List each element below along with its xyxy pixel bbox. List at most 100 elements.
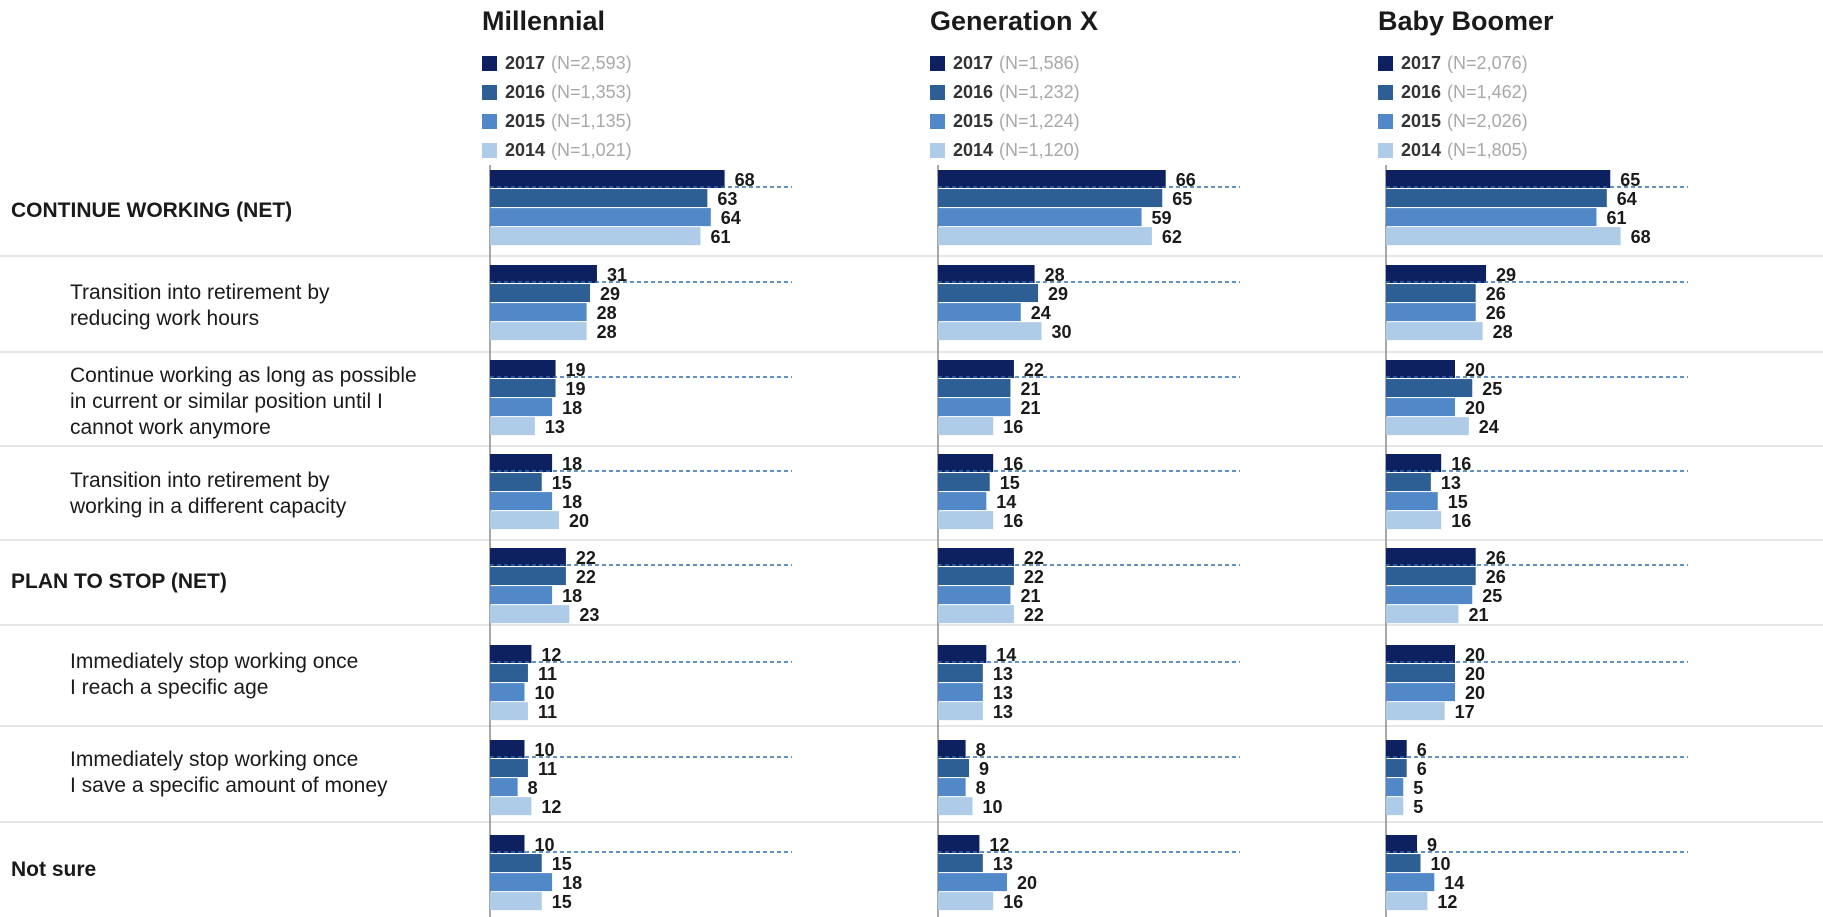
bar	[490, 567, 566, 586]
bar	[938, 417, 994, 436]
bar	[490, 759, 528, 778]
bar	[490, 454, 553, 472]
bar	[938, 759, 970, 778]
value-label: 22	[1024, 360, 1044, 380]
value-label: 10	[1431, 854, 1451, 874]
category-label-line: Transition into retirement by	[70, 469, 330, 492]
legend-swatch	[930, 143, 945, 158]
value-label: 24	[1479, 417, 1499, 437]
legend-year: 2015	[505, 111, 546, 131]
category-label: Immediately stop working once I reach a s…	[70, 649, 358, 701]
value-label: 16	[1003, 892, 1023, 912]
bar	[938, 379, 1011, 398]
bar	[1386, 835, 1418, 853]
value-label: 14	[996, 645, 1016, 665]
legend-sample-size: (N=2,593)	[551, 53, 632, 73]
bar	[938, 873, 1007, 892]
value-label: 15	[552, 892, 572, 912]
value-label: 26	[1486, 303, 1506, 323]
bar	[490, 548, 566, 566]
value-label: 15	[1000, 473, 1020, 493]
bar	[938, 605, 1014, 624]
legend-item: 2017 (N=1,586)	[930, 53, 1080, 73]
value-label: 18	[562, 398, 582, 418]
category-label: Continue working as long as possible in c…	[70, 363, 417, 441]
bar	[938, 227, 1152, 246]
panel-title: Generation X	[930, 6, 1099, 36]
value-label: 20	[1465, 398, 1485, 418]
bar	[938, 511, 994, 530]
category-label: Transition into retirement by reducing wo…	[70, 280, 330, 332]
bar	[1386, 645, 1455, 663]
value-label: 13	[545, 417, 565, 437]
bar	[1386, 740, 1407, 758]
value-label: 29	[1048, 284, 1068, 304]
value-label: 21	[1020, 379, 1040, 399]
legend-item: 2014 (N=1,120)	[930, 140, 1080, 160]
bar	[490, 854, 542, 873]
bar	[1386, 605, 1459, 624]
value-label: 30	[1052, 322, 1072, 342]
bar	[1386, 454, 1442, 472]
bar	[490, 778, 518, 797]
category-label: PLAN TO STOP (NET)	[11, 569, 227, 595]
bar	[490, 683, 525, 702]
value-label: 15	[552, 473, 572, 493]
legend-swatch	[1378, 85, 1393, 100]
value-label: 28	[1493, 322, 1513, 342]
bar	[938, 645, 987, 663]
value-label: 11	[538, 702, 557, 722]
bar	[490, 417, 535, 436]
bar	[490, 322, 587, 341]
legend-item: 2016 (N=1,232)	[930, 82, 1080, 102]
legend-swatch	[930, 85, 945, 100]
value-label: 15	[1448, 492, 1468, 512]
bar	[1386, 227, 1621, 246]
bar	[490, 740, 525, 758]
value-label: 14	[1444, 873, 1464, 893]
bar	[1386, 854, 1421, 873]
bar	[1386, 379, 1473, 398]
value-label: 16	[1451, 454, 1471, 474]
bar	[1386, 189, 1607, 208]
legend-sample-size: (N=1,805)	[1447, 140, 1528, 160]
category-label-line: in current or similar position until I	[70, 390, 383, 413]
bar	[938, 778, 966, 797]
bar	[490, 586, 553, 605]
bar	[490, 892, 542, 911]
value-label: 21	[1020, 398, 1040, 418]
value-label: 64	[721, 208, 741, 228]
legend-sample-size: (N=2,026)	[1447, 111, 1528, 131]
bar	[1386, 511, 1442, 530]
category-label-line: PLAN TO STOP (NET)	[11, 570, 227, 593]
bar	[490, 835, 525, 853]
legend-swatch	[482, 143, 497, 158]
bar	[1386, 303, 1476, 322]
bar	[938, 854, 983, 873]
category-label-line: Immediately stop working once	[70, 748, 359, 771]
legend-swatch	[1378, 143, 1393, 158]
bar	[490, 511, 559, 530]
value-label: 26	[1486, 548, 1506, 568]
value-label: 19	[566, 360, 586, 380]
value-label: 8	[528, 778, 538, 798]
bar	[1386, 322, 1483, 341]
legend-year: 2015	[1401, 111, 1442, 131]
value-label: 21	[1020, 586, 1040, 606]
bar	[938, 208, 1142, 227]
category-label: Immediately stop working once I save a sp…	[70, 747, 388, 799]
bar	[1386, 284, 1476, 303]
legend-swatch	[930, 114, 945, 129]
bar	[938, 797, 973, 816]
legend-sample-size: (N=1,021)	[551, 140, 632, 160]
bar	[1386, 664, 1455, 683]
value-label: 18	[562, 492, 582, 512]
bar	[1386, 360, 1455, 378]
value-label: 8	[976, 778, 986, 798]
legend-year: 2016	[953, 82, 994, 102]
value-label: 16	[1003, 417, 1023, 437]
category-label: Transition into retirement by working in …	[70, 468, 346, 520]
value-label: 61	[710, 227, 730, 247]
